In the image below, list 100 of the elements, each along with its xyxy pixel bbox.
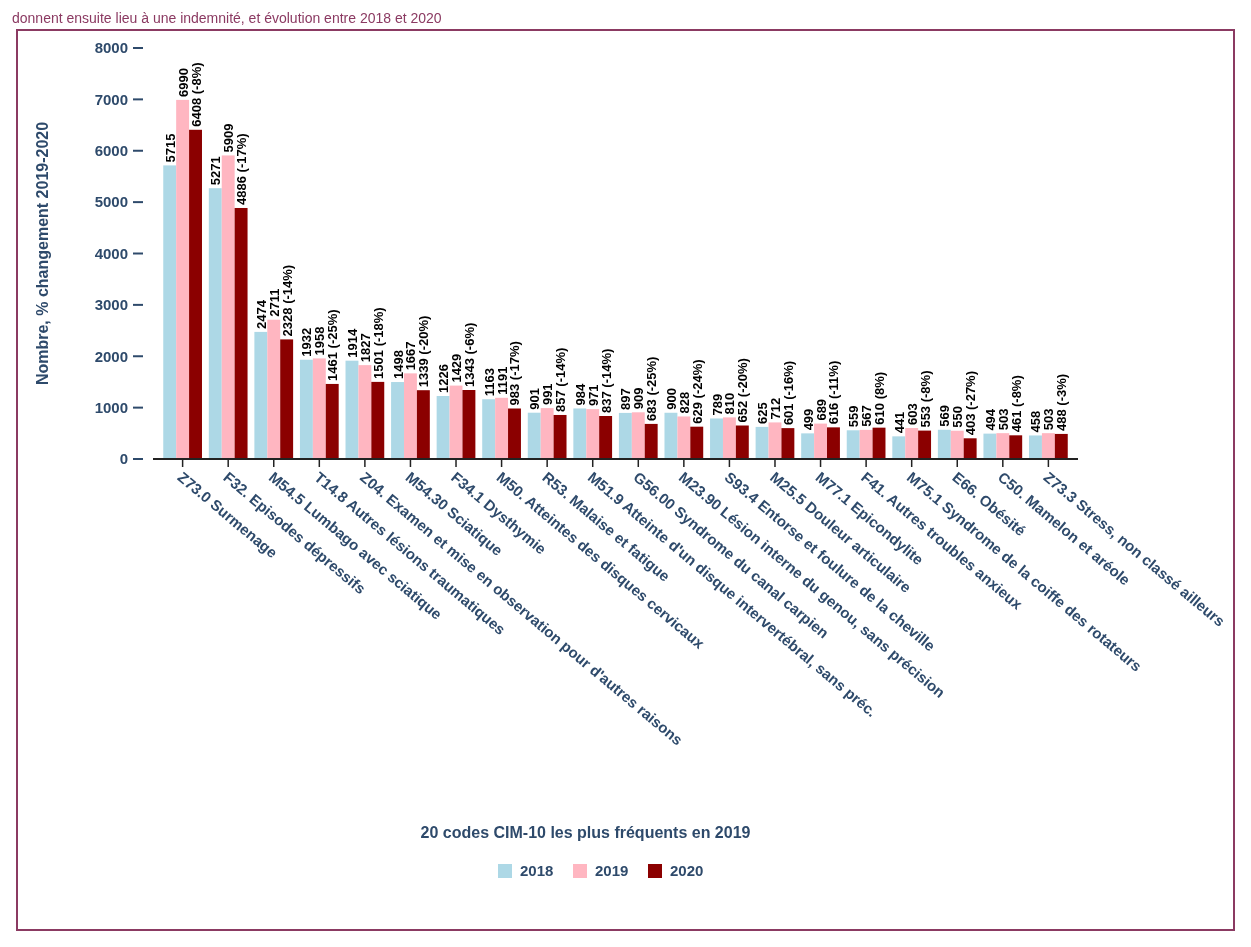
y-tick-label: 2000 (94, 347, 128, 365)
bar (1041, 433, 1055, 459)
data-label: 550 (950, 406, 966, 428)
bar (540, 408, 554, 459)
data-label: 616 (-11%) (826, 360, 842, 425)
data-label: 499 (800, 408, 816, 431)
data-label: 629 (-24%) (689, 359, 705, 424)
x-axis-title: 20 codes CIM-10 les plus fréquents en 2019 (420, 824, 751, 841)
data-label: 6990 (175, 67, 191, 97)
legend-label: 2019 (595, 862, 629, 879)
bar (735, 425, 749, 459)
bar (404, 373, 417, 459)
bar (722, 417, 736, 459)
data-label: 837 (-14%) (598, 348, 614, 413)
bar (280, 339, 294, 459)
data-label: 494 (982, 408, 998, 431)
data-label: 897 (618, 388, 634, 410)
bar (768, 422, 782, 459)
data-label: 610 (8%) (872, 371, 888, 425)
bar (1029, 435, 1042, 459)
bar (573, 408, 587, 459)
bar (482, 399, 496, 459)
data-label: 789 (709, 393, 725, 416)
bar (234, 207, 248, 459)
data-label: 488 (-3%) (1054, 373, 1070, 431)
bar (208, 188, 222, 459)
data-label: 1339 (-20%) (416, 315, 432, 388)
bar (267, 319, 281, 459)
bar (664, 412, 678, 459)
legend-label: 2018 (520, 862, 554, 879)
bar (963, 438, 977, 459)
data-label: 828 (676, 391, 692, 414)
bar (449, 385, 463, 459)
data-label: 1226 (436, 364, 452, 394)
bar (508, 408, 521, 459)
data-label: 567 (859, 405, 875, 427)
bar (371, 381, 385, 459)
data-label: 1498 (390, 350, 406, 380)
data-label: 2474 (253, 299, 269, 329)
bar (358, 365, 372, 459)
data-label: 652 (-20%) (735, 358, 751, 423)
data-label: 900 (663, 388, 679, 410)
y-tick-label: 6000 (94, 142, 128, 159)
bar (827, 427, 840, 459)
data-label: 4886 (-17%) (234, 133, 250, 205)
data-label: 2711 (266, 288, 282, 317)
bar (345, 360, 359, 459)
bar (189, 129, 202, 459)
data-label: 984 (572, 382, 588, 406)
data-label: 683 (-25%) (644, 356, 660, 421)
bar (918, 430, 932, 459)
data-label: 601 (-16%) (780, 360, 796, 426)
y-tick-label: 5000 (94, 193, 128, 211)
bar (325, 383, 339, 459)
data-label: 1667 (403, 341, 419, 371)
bar (631, 412, 645, 459)
bar (1054, 433, 1068, 459)
bar (905, 428, 919, 459)
bar (690, 426, 704, 459)
data-label: 1827 (357, 333, 373, 363)
bar (462, 390, 476, 459)
bar (781, 428, 795, 459)
bar (618, 412, 632, 459)
bar (892, 436, 906, 459)
bar (950, 430, 964, 459)
y-tick-label: 3000 (94, 296, 128, 314)
bar (710, 418, 723, 459)
data-label: 689 (813, 398, 829, 421)
data-label: 569 (937, 405, 953, 427)
y-tick-label: 7000 (94, 90, 128, 108)
data-label: 603 (904, 403, 920, 426)
bar (391, 382, 404, 459)
bar (176, 99, 190, 459)
chart-title: donnent ensuite lieu à une indemnité, et évolution entre 2018 et 2020 (12, 10, 442, 26)
bar (859, 429, 873, 459)
data-label: 458 (1028, 410, 1044, 433)
data-label: 5715 (162, 133, 178, 163)
bar (677, 416, 691, 459)
data-label: 983 (-17%) (507, 341, 523, 406)
bar (495, 397, 509, 459)
bar (221, 155, 235, 459)
data-label: 2328 (-14%) (279, 264, 295, 337)
bar (553, 414, 567, 459)
data-label: 503 (1041, 408, 1057, 431)
bar (937, 429, 951, 459)
y-tick-label: 0 (119, 450, 128, 468)
bar (527, 412, 541, 459)
data-label: 1914 (344, 327, 360, 358)
data-label: 1958 (312, 326, 328, 356)
data-label: 559 (846, 405, 862, 428)
legend-label: 2020 (670, 862, 704, 879)
data-label: 5909 (221, 123, 237, 153)
data-label: 909 (631, 387, 647, 410)
bar (814, 423, 827, 459)
bar (586, 409, 600, 459)
bar (846, 430, 860, 459)
y-tick-label: 8000 (94, 39, 128, 57)
bar (755, 426, 769, 459)
bar (1009, 435, 1023, 459)
data-label: 991 (540, 383, 556, 406)
